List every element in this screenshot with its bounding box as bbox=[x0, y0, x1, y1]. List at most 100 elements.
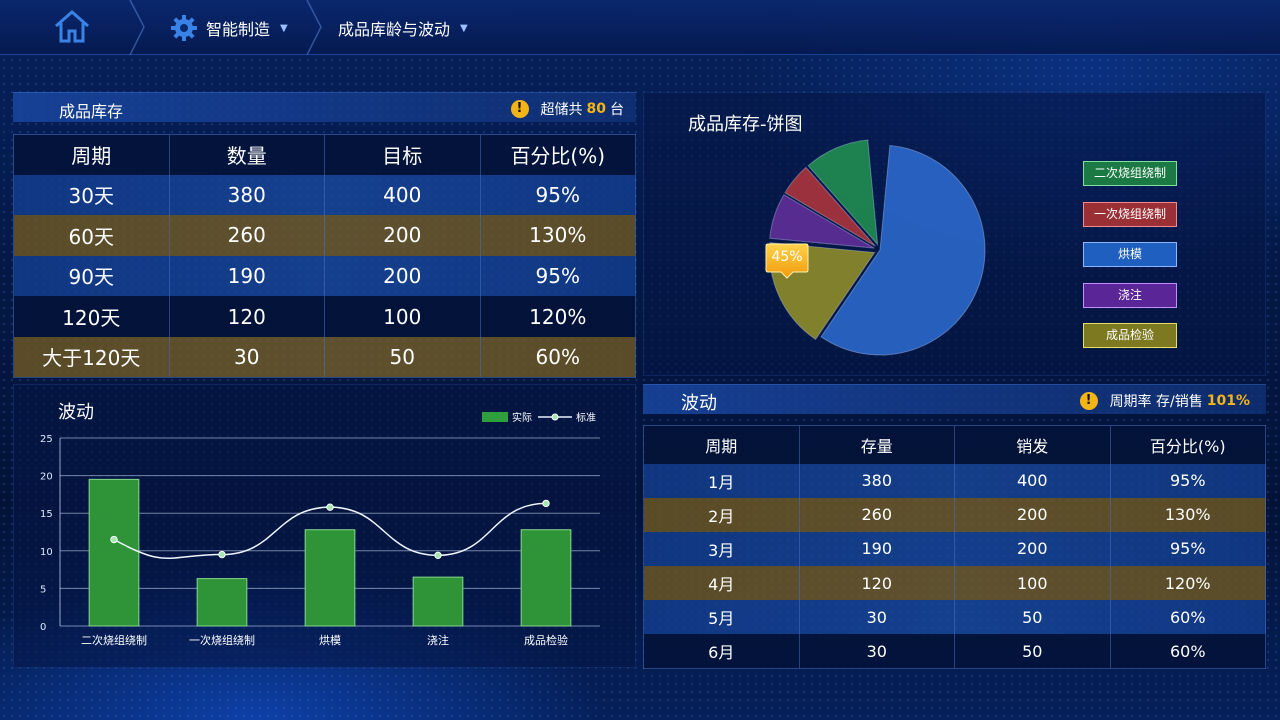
pie-slice[interactable] bbox=[820, 144, 986, 356]
table-cell: 50 bbox=[324, 336, 481, 378]
bar[interactable] bbox=[88, 478, 140, 627]
table-cell: 260 bbox=[799, 497, 955, 532]
table-cell: 90天 bbox=[13, 255, 170, 297]
inventory-title: 成品库存 bbox=[59, 102, 124, 121]
pie-slice[interactable] bbox=[769, 194, 875, 249]
table-row[interactable]: 2月 260 200 130% bbox=[643, 497, 1266, 532]
nav-page[interactable]: 成品库龄与波动 ▼ bbox=[338, 14, 468, 42]
table-cell: 6月 bbox=[643, 634, 800, 669]
table-header-row: 周期 数量 目标 百分比(%) bbox=[13, 134, 636, 175]
nav-module[interactable]: 智能制造 ▼ bbox=[170, 14, 288, 42]
bar[interactable] bbox=[412, 576, 464, 627]
pie-callout: 45% bbox=[765, 243, 809, 279]
table-cell: 200 bbox=[954, 497, 1111, 532]
bar[interactable] bbox=[196, 578, 248, 627]
home-icon[interactable] bbox=[52, 8, 92, 44]
wave2-title: 波动 bbox=[681, 393, 717, 414]
column-header: 周期 bbox=[643, 425, 800, 464]
legend-item-yicishaozu[interactable]: 一次烧组绕制 bbox=[1083, 202, 1177, 227]
pie-slice[interactable] bbox=[807, 139, 879, 246]
table-cell: 120% bbox=[1164, 573, 1211, 593]
table-row[interactable]: 1月 380 400 95% bbox=[643, 463, 1266, 498]
table-cell: 60天 bbox=[13, 215, 170, 256]
table-cell: 60% bbox=[1169, 607, 1206, 627]
bar[interactable] bbox=[520, 529, 572, 627]
table-cell: 400 bbox=[324, 174, 481, 216]
bar-chart: 0 5 10 15 20 25 二次烧组绕制 一次烧组绕制 烘模 浇注 成品检验 bbox=[40, 434, 600, 647]
wave2-note-prefix: 周期率 存/销售 bbox=[1109, 394, 1203, 410]
table-cell: 200 bbox=[324, 215, 481, 256]
inventory-note-suffix: 台 bbox=[610, 102, 624, 118]
wave2-note-value: 101% bbox=[1206, 393, 1250, 409]
callout-bubble bbox=[765, 243, 809, 279]
table-cell: 60% bbox=[535, 344, 580, 369]
table-cell: 380 bbox=[799, 463, 955, 498]
table-row[interactable]: 120天 120 100 120% bbox=[13, 296, 636, 337]
top-nav-bar: 智能制造 ▼ 成品库龄与波动 ▼ bbox=[0, 0, 1280, 55]
line-point[interactable] bbox=[326, 503, 334, 511]
x-tick-label: 成品检验 bbox=[524, 633, 568, 647]
line-point[interactable] bbox=[434, 551, 442, 560]
table-row[interactable]: 60天 260 200 130% bbox=[13, 215, 636, 256]
table-cell: 380 bbox=[169, 174, 325, 216]
inventory-note-value: 80 bbox=[586, 101, 606, 117]
legend-item-jiaozhu[interactable]: 浇注 bbox=[1083, 283, 1177, 308]
nav-module-label: 智能制造 bbox=[206, 20, 271, 39]
table-cell: 100 bbox=[954, 566, 1111, 601]
breadcrumb-separator bbox=[306, 0, 322, 55]
wave-legend: 实际 标准 bbox=[482, 409, 596, 424]
y-tick-label: 5 bbox=[40, 584, 46, 595]
wave2-note: ! 周期率 存/销售 101% bbox=[1079, 391, 1254, 411]
legend-line-swatch bbox=[538, 413, 572, 420]
table-cell: 30 bbox=[169, 336, 325, 378]
table-cell: 260 bbox=[169, 215, 325, 256]
table-cell: 大于120天 bbox=[13, 336, 170, 378]
legend-label: 二次烧组绕制 bbox=[1093, 166, 1166, 180]
line-point[interactable] bbox=[110, 535, 118, 544]
legend-standard-label: 标准 bbox=[576, 413, 596, 424]
column-header: 数量 bbox=[169, 134, 325, 175]
column-header: 存量 bbox=[799, 425, 955, 464]
table-cell: 190 bbox=[169, 255, 325, 297]
column-header: 百分比(%) bbox=[480, 134, 636, 175]
chevron-down-icon: ▼ bbox=[280, 22, 288, 34]
pie-slice[interactable] bbox=[784, 166, 876, 247]
legend-item-ercishaozu[interactable]: 二次烧组绕制 bbox=[1083, 161, 1177, 186]
pie-callout-label: 45% bbox=[771, 249, 803, 265]
x-tick-label: 浇注 bbox=[427, 633, 449, 647]
legend-actual-label: 实际 bbox=[512, 413, 532, 424]
table-row[interactable]: 5月 30 50 60% bbox=[643, 600, 1266, 635]
table-cell: 120天 bbox=[13, 296, 170, 337]
legend-item-chengpinjianyan[interactable]: 成品检验 bbox=[1083, 323, 1177, 348]
line-point[interactable] bbox=[542, 499, 550, 508]
table-cell: 190 bbox=[799, 531, 955, 567]
inventory-table: 周期 数量 目标 百分比(%) 30天 380 400 95% 60天 260 … bbox=[13, 134, 636, 378]
table-row[interactable]: 30天 380 400 95% bbox=[13, 174, 636, 216]
bar[interactable] bbox=[304, 529, 356, 627]
table-row[interactable]: 90天 190 200 95% bbox=[13, 255, 636, 297]
table-cell: 4月 bbox=[643, 566, 800, 601]
line-point[interactable] bbox=[218, 550, 226, 559]
table-cell: 2月 bbox=[643, 497, 800, 532]
table-row[interactable]: 6月 30 50 60% bbox=[643, 634, 1266, 669]
table-cell: 120 bbox=[169, 296, 325, 337]
y-tick-label: 20 bbox=[40, 472, 53, 483]
table-cell: 130% bbox=[1164, 505, 1211, 525]
inventory-note: ! 超储共 80 台 bbox=[510, 99, 624, 119]
legend-item-hongmo[interactable]: 烘模 bbox=[1083, 242, 1177, 267]
inventory-note-prefix: 超储共 bbox=[540, 102, 583, 118]
pie-title: 成品库存-饼图 bbox=[688, 114, 803, 135]
breadcrumb-separator bbox=[129, 0, 145, 55]
y-tick-label: 25 bbox=[40, 434, 53, 445]
chevron-down-icon: ▼ bbox=[460, 22, 468, 34]
table-row[interactable]: 4月 120 100 120% bbox=[643, 566, 1266, 601]
table-row[interactable]: 3月 190 200 95% bbox=[643, 531, 1266, 567]
inventory-panel-header: 成品库存 ! 超储共 80 台 bbox=[13, 92, 636, 122]
wave-table: 周期 存量 销发 百分比(%) 1月 380 400 95% 2月 260 20… bbox=[643, 425, 1266, 670]
legend-bar-swatch bbox=[482, 411, 508, 422]
column-header: 目标 bbox=[324, 134, 481, 175]
table-row[interactable]: 大于120天 30 50 60% bbox=[13, 336, 636, 378]
table-cell: 50 bbox=[954, 600, 1111, 635]
table-cell: 95% bbox=[1169, 539, 1206, 559]
table-cell: 120 bbox=[799, 566, 955, 601]
